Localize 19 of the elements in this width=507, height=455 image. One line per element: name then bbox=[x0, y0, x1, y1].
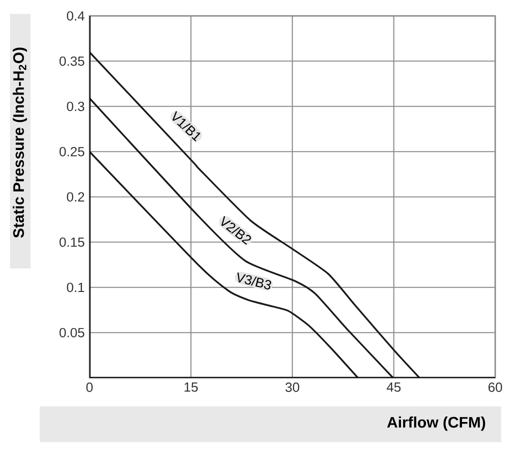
y-tick-label: 0.3 bbox=[66, 101, 84, 111]
y-tick-label: 0.1 bbox=[66, 282, 84, 292]
y-tick-label: 0.25 bbox=[60, 146, 84, 156]
x-tick-label: 0 bbox=[86, 382, 93, 392]
line-series bbox=[89, 51, 420, 378]
x-tick-label: 15 bbox=[184, 382, 198, 392]
y-tick-label: 0.05 bbox=[60, 328, 84, 338]
y-tick-label: 0.15 bbox=[60, 237, 84, 247]
y-tick-label: 0.4 bbox=[66, 11, 84, 20]
line-series bbox=[89, 97, 394, 378]
annotation: V3/B3 bbox=[237, 272, 272, 290]
y-axis-title: Static Pressure (Inch-H$_{2}$O) bbox=[12, 47, 27, 238]
line-series bbox=[89, 150, 359, 378]
x-axis-title: Airflow (CFM) bbox=[387, 416, 486, 430]
y-tick-label: 0.2 bbox=[66, 192, 84, 202]
y-tick-label: 0.35 bbox=[60, 56, 84, 66]
x-tick-label: 60 bbox=[488, 382, 502, 392]
x-tick-label: 45 bbox=[386, 382, 401, 392]
x-tick-label: 30 bbox=[285, 382, 300, 392]
